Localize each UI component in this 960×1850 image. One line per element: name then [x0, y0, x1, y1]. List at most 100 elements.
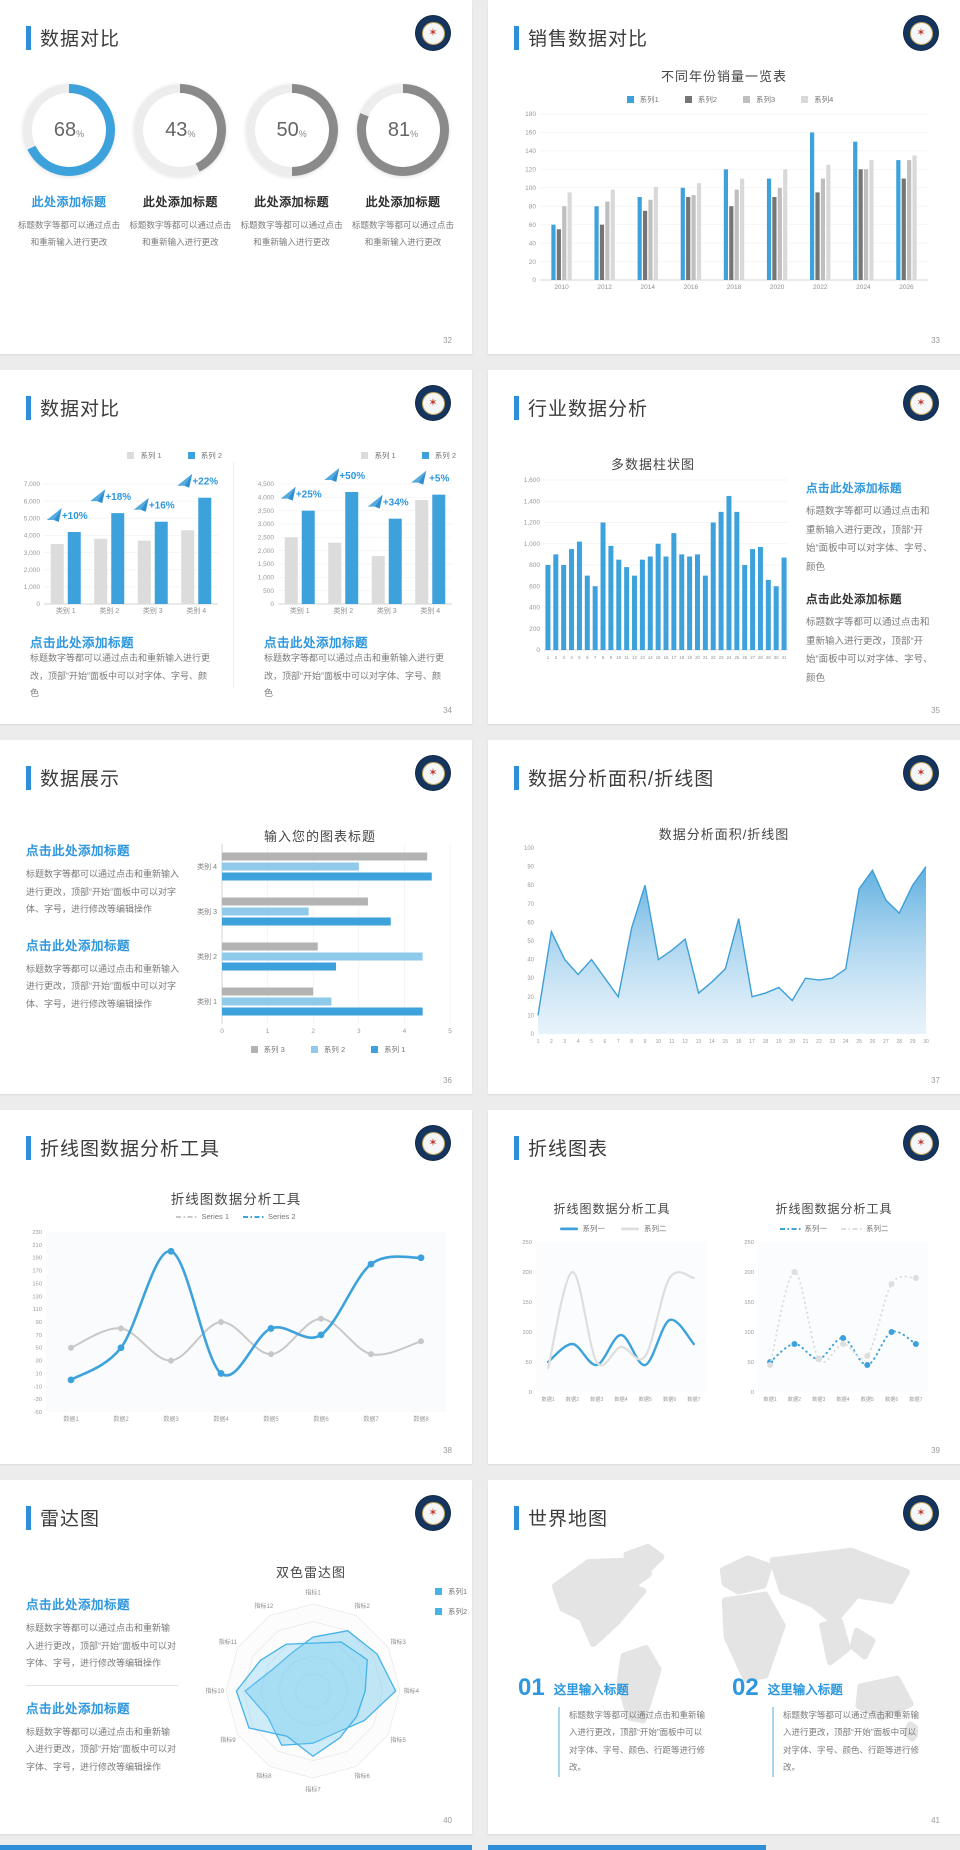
svg-text:24: 24 [727, 655, 732, 660]
divider [233, 462, 234, 688]
slide-38[interactable]: 折线图数据分析工具 折线图数据分析工具 Series 1 Series 2 -50… [0, 1110, 472, 1464]
svg-text:100: 100 [522, 1330, 532, 1336]
slide-header: 数据对比 [26, 394, 120, 421]
slide-41[interactable]: 世界地图 01 这里输入标题 标题数字等都可以通过点击和重新输入进行更改，顶部“… [488, 1480, 960, 1834]
svg-text:6,000: 6,000 [24, 498, 41, 505]
svg-text:12: 12 [632, 655, 637, 660]
numbered-item-2: 02 这里输入标题 标题数字等都可以通过点击和重新输入进行更改，顶部“开始”面板… [732, 1674, 922, 1777]
svg-text:数据1: 数据1 [542, 1395, 555, 1403]
svg-text:27: 27 [750, 655, 755, 660]
chart-title: 折线图数据分析工具 [170, 1192, 302, 1207]
svg-text:+5%: +5% [429, 474, 449, 485]
svg-text:110: 110 [33, 1307, 42, 1313]
slide-40[interactable]: 雷达图 点击此处添加标题 标题数字等都可以通过点击和重新输入进行更改，顶部“开始… [0, 1480, 472, 1834]
svg-text:10: 10 [527, 1013, 534, 1019]
line-chart: -50 -30 -10 10 30 50 70 90 110 130 150 170 190 210 230… [18, 1226, 454, 1432]
svg-text:0: 0 [532, 277, 536, 284]
svg-text:30: 30 [36, 1359, 42, 1365]
donut-chart: 50% [245, 84, 338, 176]
svg-text:250: 250 [522, 1240, 532, 1246]
page-number: 33 [931, 336, 940, 345]
svg-text:31: 31 [782, 655, 787, 660]
section-body: 标题数字等都可以通过点击和重新输入进行更改，顶部“开始”面板中可以对字体、字号，… [26, 869, 180, 915]
stat-card: 43% 此处添加标题 标题数字等都可以通过点击和重新输入进行更改 [129, 84, 231, 251]
text-column: 点击此处添加标题 标题数字等都可以通过点击和重新输入进行更改，顶部“开始”面板中… [26, 1594, 178, 1776]
brand-logo-icon [904, 1126, 938, 1160]
slide-34[interactable]: 数据对比 系列 1 系列 2 系列 1 系列 2 0 1,000 2,000 3,000 4… [0, 370, 472, 724]
title-accent-bar [514, 1505, 519, 1530]
section-body: 标题数字等都可以通过点击和重新输入进行更改，顶部“开始”面板中可以对字体、字号、… [806, 617, 933, 684]
svg-text:60: 60 [529, 222, 537, 229]
text-column: 点击此处添加标题 标题数字等都可以通过点击和重新输入进行更改，顶部“开始”面板中… [26, 840, 180, 1029]
chart-legend: 系列1 系列2 [423, 1586, 467, 1617]
svg-text:类别 3: 类别 3 [377, 606, 397, 615]
svg-text:29: 29 [910, 1039, 916, 1045]
legend-item: 系列 1 [349, 450, 396, 461]
chart-title: 数据分析面积/折线图 [658, 827, 790, 842]
slide-title: 销售数据对比 [528, 29, 649, 50]
svg-text:16: 16 [664, 655, 669, 660]
svg-text:100: 100 [744, 1330, 754, 1336]
legend-item: Series 2 [243, 1212, 296, 1221]
svg-text:1: 1 [537, 1039, 540, 1045]
slide-32[interactable]: 数据对比 68% 此处添加标题 标题数字等都可以通过点击和重新输入进行更改 43… [0, 0, 472, 354]
svg-text:800: 800 [529, 562, 540, 569]
svg-text:指标2: 指标2 [354, 1602, 370, 1610]
slide-36[interactable]: 数据展示 点击此处添加标题 标题数字等都可以通过点击和重新输入进行更改，顶部“开… [0, 740, 472, 1094]
legend-item: 系列 1 [359, 1044, 405, 1055]
svg-text:数据5: 数据5 [263, 1415, 279, 1423]
donut-chart: 68% [23, 84, 115, 176]
svg-text:11: 11 [669, 1039, 674, 1045]
svg-text:600: 600 [529, 583, 540, 590]
svg-text:1,400: 1,400 [524, 498, 541, 505]
item-body: 标题数字等都可以通过点击和重新输入进行更改，顶部“开始”面板中可以对字体、字号、… [558, 1707, 708, 1777]
title-accent-bar [26, 1505, 31, 1530]
svg-text:50: 50 [36, 1346, 42, 1352]
legend-item: 系列1 [423, 1586, 467, 1597]
page-number: 40 [443, 1816, 452, 1825]
brand-emblem-icon [909, 21, 933, 45]
page-number: 37 [931, 1076, 940, 1085]
brand-logo-icon [416, 1496, 450, 1530]
title-accent-bar [514, 395, 519, 420]
svg-text:6: 6 [604, 1039, 607, 1045]
chart-legend: Series 1 Series 2 [0, 1212, 472, 1221]
item-body: 标题数字等都可以通过点击和重新输入进行更改，顶部“开始”面板中可以对字体、字号、… [772, 1707, 922, 1777]
svg-text:0: 0 [751, 1390, 754, 1396]
svg-text:2,000: 2,000 [258, 548, 275, 555]
svg-text:80: 80 [529, 203, 537, 210]
svg-text:50: 50 [526, 1360, 532, 1366]
next-slide-peek[interactable] [488, 1845, 766, 1850]
brand-logo-icon [904, 386, 938, 420]
svg-text:13: 13 [640, 655, 645, 660]
slide-35[interactable]: 行业数据分析 多数据柱状图 0 200 400 600 800 1,000 1,200 1,4… [488, 370, 960, 724]
svg-text:指标6: 指标6 [354, 1772, 370, 1780]
svg-text:4,500: 4,500 [258, 481, 275, 488]
svg-text:数据2: 数据2 [113, 1415, 129, 1423]
slide-33[interactable]: 销售数据对比 不同年份销量一览表 系列1 系列2 系列3 系列4 0 20 40 60 80 1… [488, 0, 960, 354]
svg-text:70: 70 [527, 902, 534, 908]
svg-text:3,000: 3,000 [24, 550, 41, 557]
chart-title: 折线图数据分析工具 [775, 1202, 893, 1216]
svg-text:类别 1: 类别 1 [56, 606, 76, 615]
legend-item: 系列3 [731, 94, 775, 105]
slide-39[interactable]: 折线图表 折线图数据分析工具 折线图数据分析工具 系列一 系列二 系列一 系列二 0… [488, 1110, 960, 1464]
svg-text:15: 15 [723, 1039, 729, 1045]
svg-text:数据7: 数据7 [909, 1395, 922, 1403]
svg-text:4,000: 4,000 [258, 495, 275, 502]
svg-text:1,500: 1,500 [258, 561, 275, 568]
svg-text:指标8: 指标8 [256, 1772, 272, 1780]
next-slide-peek[interactable] [0, 1845, 472, 1850]
svg-text:类别 3: 类别 3 [143, 606, 163, 615]
section-body: 标题数字等都可以通过点击和重新输入进行更改，顶部“开始”面板中可以对字体、字号、… [806, 506, 933, 573]
svg-text:数据2: 数据2 [788, 1395, 801, 1403]
chart-legend: 系列1 系列2 系列3 系列4 [488, 94, 960, 105]
title-accent-bar [26, 765, 31, 790]
brand-emblem-icon [421, 761, 445, 785]
slide-37[interactable]: 数据分析面积/折线图 数据分析面积/折线图 0 10 20 30 40 50 60 70 80 9… [488, 740, 960, 1094]
slide-header: 雷达图 [26, 1504, 100, 1531]
svg-text:2024: 2024 [856, 284, 871, 291]
svg-text:类别 4: 类别 4 [420, 606, 440, 615]
svg-text:数据3: 数据3 [163, 1415, 179, 1423]
slide-title: 数据分析面积/折线图 [528, 769, 715, 790]
